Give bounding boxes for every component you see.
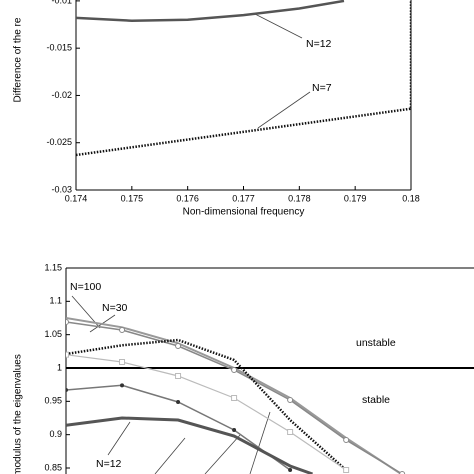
marker [343, 437, 350, 443]
y-axis-label: modulus of the eigenvalues [13, 354, 24, 474]
annotation: stable [362, 394, 390, 406]
x-tick-label: 0.174 [65, 193, 88, 203]
marker [399, 471, 406, 474]
marker [66, 388, 68, 392]
y-tick-label: 1.15 [44, 262, 62, 272]
line [76, 0, 345, 22]
marker [119, 327, 126, 333]
x-tick-label: 0.176 [176, 193, 199, 203]
marker [287, 429, 294, 435]
marker [231, 367, 238, 373]
plot-area [66, 317, 474, 474]
y-tick-label: -0.02 [51, 90, 72, 100]
line [66, 416, 314, 474]
annotation: unstable [356, 337, 396, 349]
leaders [71, 13, 311, 474]
annotation: N=100 [70, 281, 101, 293]
y-tick-label: 0.9 [49, 429, 62, 439]
line [66, 354, 347, 471]
y-tick-label: 0.85 [44, 462, 62, 472]
x-axis-label: Non-dimensional frequency [183, 207, 305, 218]
y-tick-label: -0.025 [46, 137, 72, 147]
marker [288, 468, 293, 472]
plot-area [76, 0, 411, 157]
y-tick-label: 1 [57, 362, 62, 372]
marker [120, 383, 125, 388]
y-tick-label: 1.1 [49, 296, 62, 306]
annotation: N=30 [102, 302, 128, 314]
annotation: N=7 [312, 82, 332, 94]
marker [231, 395, 238, 401]
marker [343, 467, 350, 473]
chart: -0.03 -0.025 -0.02 -0.015 -0.01 0.174 0.175 0.1… [13, 0, 420, 218]
annotation: N=12 [306, 38, 332, 50]
x-tick-label: 0.177 [232, 193, 255, 203]
x-tick-label: 0.179 [344, 193, 367, 203]
marker [232, 428, 237, 432]
chart: 0.85 0.9 0.95 1 1.05 1.1 1.15 modulus of the ei… [13, 262, 474, 474]
x-tick-label: 0.18 [402, 193, 420, 203]
line [76, 0, 411, 157]
y-tick-label: -0.03 [51, 184, 72, 194]
y-tick-label: -0.015 [46, 43, 72, 53]
marker [66, 319, 69, 325]
x-tick-label: 0.175 [121, 193, 144, 203]
y-tick-label: -0.01 [51, 0, 72, 5]
marker [66, 351, 69, 358]
y-tick-label: 1.05 [44, 329, 62, 339]
line [66, 338, 347, 471]
marker [119, 359, 126, 365]
y-tick-label: 0.95 [44, 396, 62, 406]
marker [175, 343, 182, 349]
marker [176, 400, 181, 404]
y-axis-label: Difference of the re [13, 17, 24, 102]
marker [287, 397, 294, 403]
marker [175, 373, 182, 379]
annotation: N=12 [96, 458, 122, 470]
x-tick-label: 0.178 [288, 193, 311, 203]
